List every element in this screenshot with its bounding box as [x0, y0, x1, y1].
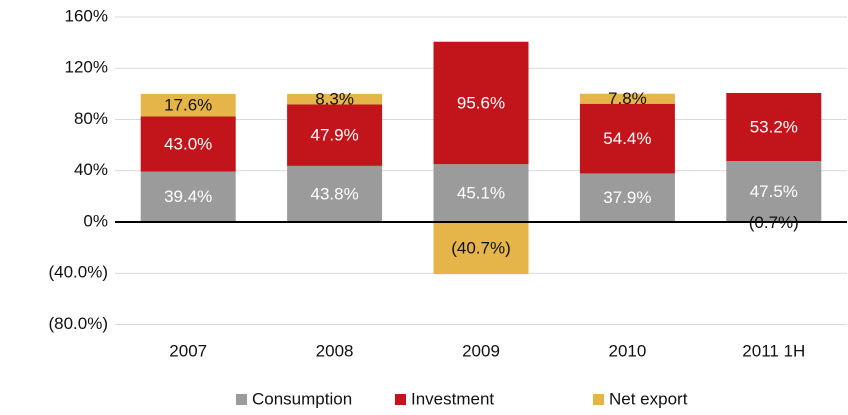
bar-segment	[140, 116, 236, 172]
value-label: 95.6%	[457, 93, 505, 112]
bar-segment	[726, 161, 822, 222]
bar-segment	[140, 171, 236, 222]
value-label: (40.7%)	[451, 239, 511, 258]
legend-swatch	[593, 394, 604, 405]
value-label: 7.8%	[608, 89, 647, 108]
x-tick-label: 2009	[462, 341, 500, 360]
bar-segment	[726, 92, 822, 162]
bar-segment	[287, 165, 383, 222]
y-tick-label: 80%	[74, 109, 108, 128]
value-label: 43.8%	[310, 184, 358, 203]
bar-segment	[579, 93, 675, 104]
value-label: 8.3%	[315, 90, 354, 109]
value-label: 53.2%	[750, 118, 798, 137]
value-label: 54.4%	[603, 129, 651, 148]
y-tick-label: 40%	[74, 160, 108, 179]
x-tick-label: 2007	[169, 341, 207, 360]
value-label: 39.4%	[164, 187, 212, 206]
bar-segment	[433, 164, 529, 222]
x-tick-label: 2010	[608, 341, 646, 360]
value-label: 47.9%	[310, 126, 358, 145]
bar-segment	[579, 173, 675, 222]
bar-segment	[433, 222, 529, 275]
value-label: 47.5%	[750, 182, 798, 201]
y-tick-label: (40.0%)	[48, 263, 108, 282]
legend-swatch	[395, 394, 406, 405]
value-label: 45.1%	[457, 184, 505, 203]
y-tick-label: (80.0%)	[48, 314, 108, 333]
y-tick-label: 120%	[65, 58, 108, 77]
legend-swatch	[236, 394, 247, 405]
x-tick-label: 2008	[316, 341, 354, 360]
legend-label: Net export	[609, 389, 688, 408]
bar-segment	[579, 103, 675, 174]
bar-segment	[140, 93, 236, 117]
value-label: (0.7%)	[749, 213, 799, 232]
value-label: 17.6%	[164, 96, 212, 115]
bar-segment	[287, 104, 383, 166]
x-tick-label: 2011 1H	[742, 341, 805, 360]
bar-segment	[287, 93, 383, 105]
y-tick-label: 160%	[65, 6, 108, 25]
bar-segment	[433, 41, 529, 165]
legend-label: Consumption	[252, 389, 352, 408]
value-label: 37.9%	[603, 188, 651, 207]
legend-label: Investment	[411, 389, 494, 408]
value-label: 43.0%	[164, 134, 212, 153]
y-tick-label: 0%	[83, 211, 108, 230]
